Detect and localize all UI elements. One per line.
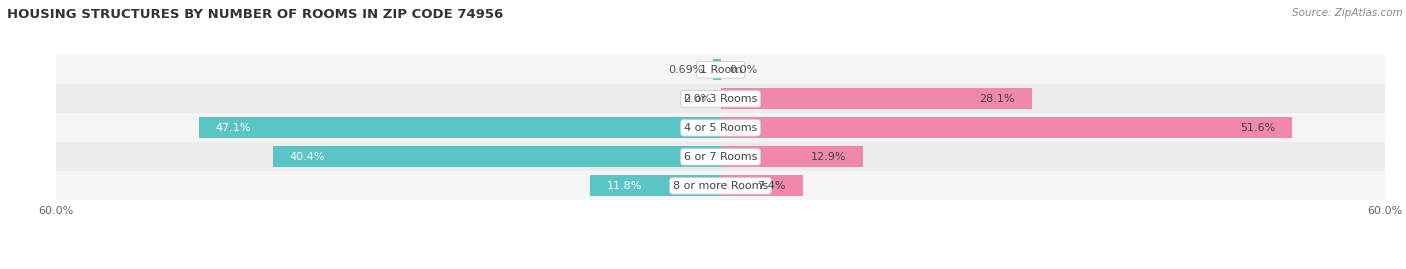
Text: 1 Room: 1 Room: [700, 65, 741, 75]
Bar: [721, 117, 1292, 138]
Bar: [721, 88, 1032, 109]
Text: 7.4%: 7.4%: [758, 181, 786, 191]
Text: 12.9%: 12.9%: [811, 152, 846, 162]
Text: 4 or 5 Rooms: 4 or 5 Rooms: [683, 123, 758, 133]
Bar: [273, 146, 721, 167]
Text: HOUSING STRUCTURES BY NUMBER OF ROOMS IN ZIP CODE 74956: HOUSING STRUCTURES BY NUMBER OF ROOMS IN…: [7, 8, 503, 21]
Text: 40.4%: 40.4%: [290, 152, 325, 162]
Bar: [713, 59, 721, 80]
Text: 11.8%: 11.8%: [606, 181, 643, 191]
Bar: [56, 84, 1385, 113]
Bar: [56, 142, 1385, 171]
Bar: [56, 55, 1385, 84]
Text: 0.0%: 0.0%: [730, 65, 758, 75]
Text: 47.1%: 47.1%: [215, 123, 252, 133]
Text: 8 or more Rooms: 8 or more Rooms: [673, 181, 768, 191]
Bar: [200, 117, 721, 138]
Text: 0.0%: 0.0%: [683, 94, 711, 104]
Bar: [56, 113, 1385, 142]
Text: 6 or 7 Rooms: 6 or 7 Rooms: [683, 152, 758, 162]
Bar: [721, 146, 863, 167]
Text: 2 or 3 Rooms: 2 or 3 Rooms: [683, 94, 758, 104]
Text: Source: ZipAtlas.com: Source: ZipAtlas.com: [1292, 8, 1403, 18]
Text: 0.69%: 0.69%: [669, 65, 704, 75]
Bar: [591, 175, 721, 196]
Text: 51.6%: 51.6%: [1240, 123, 1275, 133]
Bar: [56, 171, 1385, 200]
Legend: Owner-occupied, Renter-occupied: Owner-occupied, Renter-occupied: [589, 265, 852, 269]
Bar: [721, 175, 803, 196]
Text: 28.1%: 28.1%: [980, 94, 1015, 104]
